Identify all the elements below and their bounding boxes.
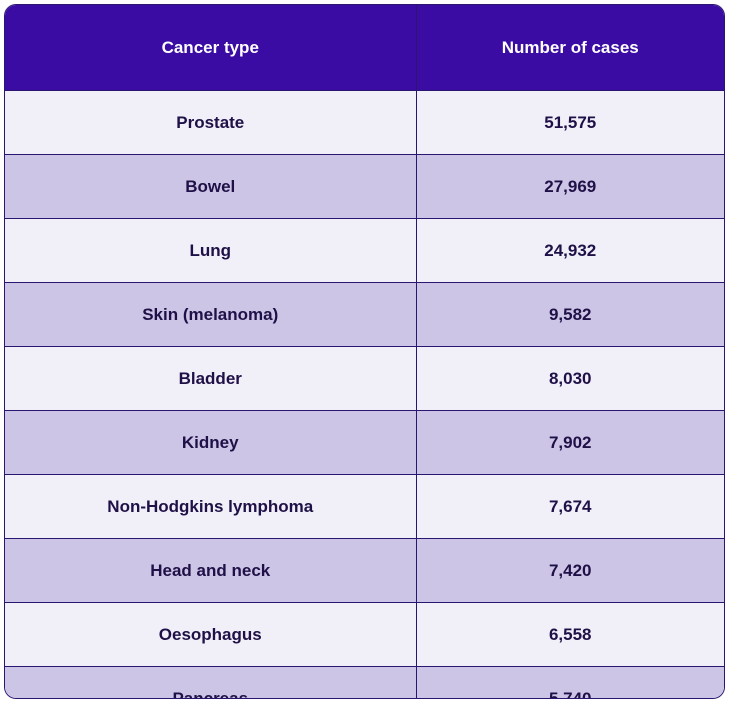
cancer-type-cell: Bladder — [5, 346, 417, 411]
data-table: Cancer type Number of cases Prostate 51,… — [5, 5, 724, 698]
table-row: Kidney 7,902 — [5, 410, 724, 475]
cancer-type-cell: Kidney — [5, 410, 417, 475]
table-row: Non-Hodgkins lymphoma 7,674 — [5, 474, 724, 539]
table-row: Bladder 8,030 — [5, 346, 724, 411]
cancer-cases-table: Cancer type Number of cases Prostate 51,… — [4, 4, 725, 699]
table-row: Pancreas 5,740 — [5, 666, 724, 698]
table-row: Lung 24,932 — [5, 218, 724, 283]
table-body: Prostate 51,575 Bowel 27,969 Lung 24,932… — [5, 90, 724, 698]
cases-cell: 7,902 — [416, 410, 724, 475]
cancer-type-cell: Non-Hodgkins lymphoma — [5, 474, 417, 539]
cancer-type-cell: Skin (melanoma) — [5, 282, 417, 347]
table-row: Bowel 27,969 — [5, 154, 724, 219]
cancer-type-cell: Prostate — [5, 90, 417, 155]
cases-cell: 8,030 — [416, 346, 724, 411]
cases-cell: 9,582 — [416, 282, 724, 347]
cancer-type-cell: Bowel — [5, 154, 417, 219]
table-row: Prostate 51,575 — [5, 90, 724, 155]
cases-cell: 24,932 — [416, 218, 724, 283]
cases-cell: 6,558 — [416, 602, 724, 667]
cancer-type-cell: Pancreas — [5, 666, 417, 698]
table-row: Oesophagus 6,558 — [5, 602, 724, 667]
cases-cell: 27,969 — [416, 154, 724, 219]
cancer-type-cell: Lung — [5, 218, 417, 283]
header-cancer-type: Cancer type — [5, 5, 417, 91]
header-row: Cancer type Number of cases — [5, 5, 724, 91]
table-row: Head and neck 7,420 — [5, 538, 724, 603]
cases-cell: 5,740 — [416, 666, 724, 698]
header-number-of-cases: Number of cases — [416, 5, 724, 91]
table-header: Cancer type Number of cases — [5, 5, 724, 91]
cases-cell: 51,575 — [416, 90, 724, 155]
table-row: Skin (melanoma) 9,582 — [5, 282, 724, 347]
cases-cell: 7,420 — [416, 538, 724, 603]
cases-cell: 7,674 — [416, 474, 724, 539]
cancer-type-cell: Oesophagus — [5, 602, 417, 667]
cancer-type-cell: Head and neck — [5, 538, 417, 603]
